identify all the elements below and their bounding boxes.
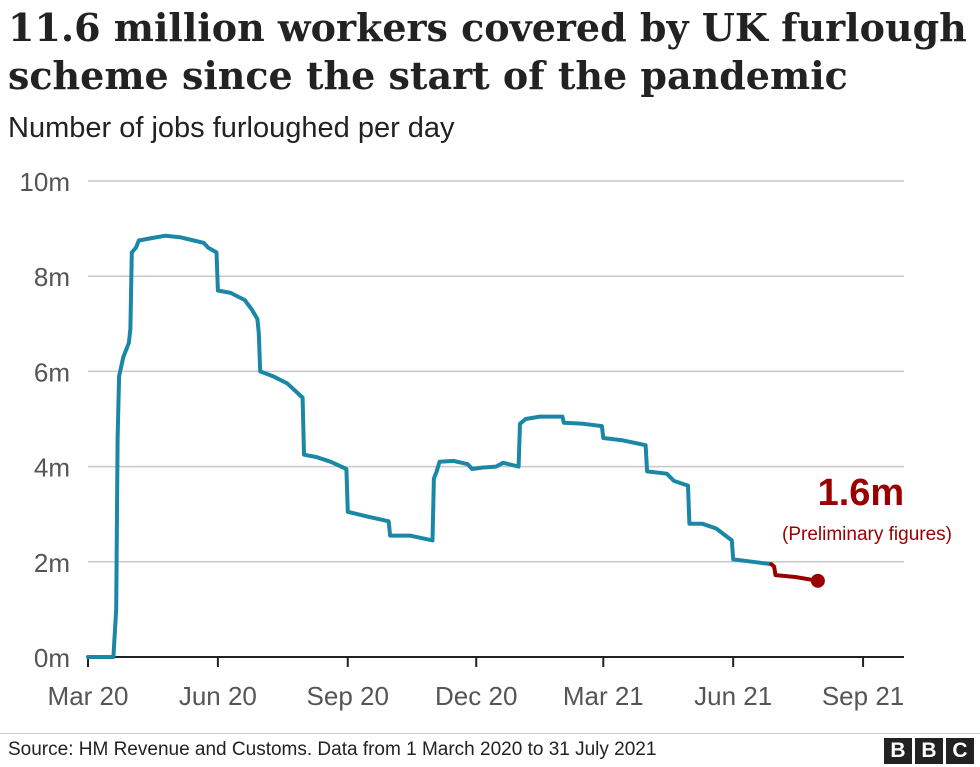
annotation-value-label: 1.6m [818,472,905,514]
y-tick-label-4: 8m [34,262,70,292]
footer: Source: HM Revenue and Customs. Data fro… [0,733,980,767]
y-tick-label-5: 10m [19,167,70,197]
annotation-note: (Preliminary figures) [782,524,952,545]
y-tick-label-0: 0m [34,643,70,673]
x-tick-label-5: Jun 21 [694,681,772,711]
bbc-logo: B B C [884,738,974,764]
x-tick-label-2: Sep 20 [307,681,389,711]
x-tick-label-1: Jun 20 [179,681,257,711]
x-tick-label-6: Sep 21 [822,681,904,711]
y-tick-label-1: 2m [34,548,70,578]
series-line-1 [769,562,820,583]
chart-title: 11.6 million workers covered by UK furlo… [8,4,967,100]
bbc-logo-letter-2: B [915,738,943,764]
line-chart: 0m 2m 4m 6m 8m 10m Mar 20 Jun 20 Sep 20 Dec 20 Mar… [19,167,952,711]
chart-title-line-2: scheme since the start of the pandemic [8,53,848,98]
bbc-logo-letter-1: B [884,738,912,764]
end-point-marker [810,573,825,588]
chart-subtitle: Number of jobs furloughed per day [8,112,455,144]
x-tick-label-3: Dec 20 [435,681,517,711]
y-tick-label-3: 6m [34,357,70,387]
chart-title-line-1: 11.6 million workers covered by UK furlo… [8,5,967,50]
x-tick-label-4: Mar 21 [563,681,644,711]
x-tick-label-0: Mar 20 [48,681,129,711]
bbc-logo-letter-3: C [946,738,974,764]
source-note: Source: HM Revenue and Customs. Data fro… [8,739,657,760]
series-line-0 [86,233,774,659]
y-tick-label-2: 4m [34,453,70,483]
